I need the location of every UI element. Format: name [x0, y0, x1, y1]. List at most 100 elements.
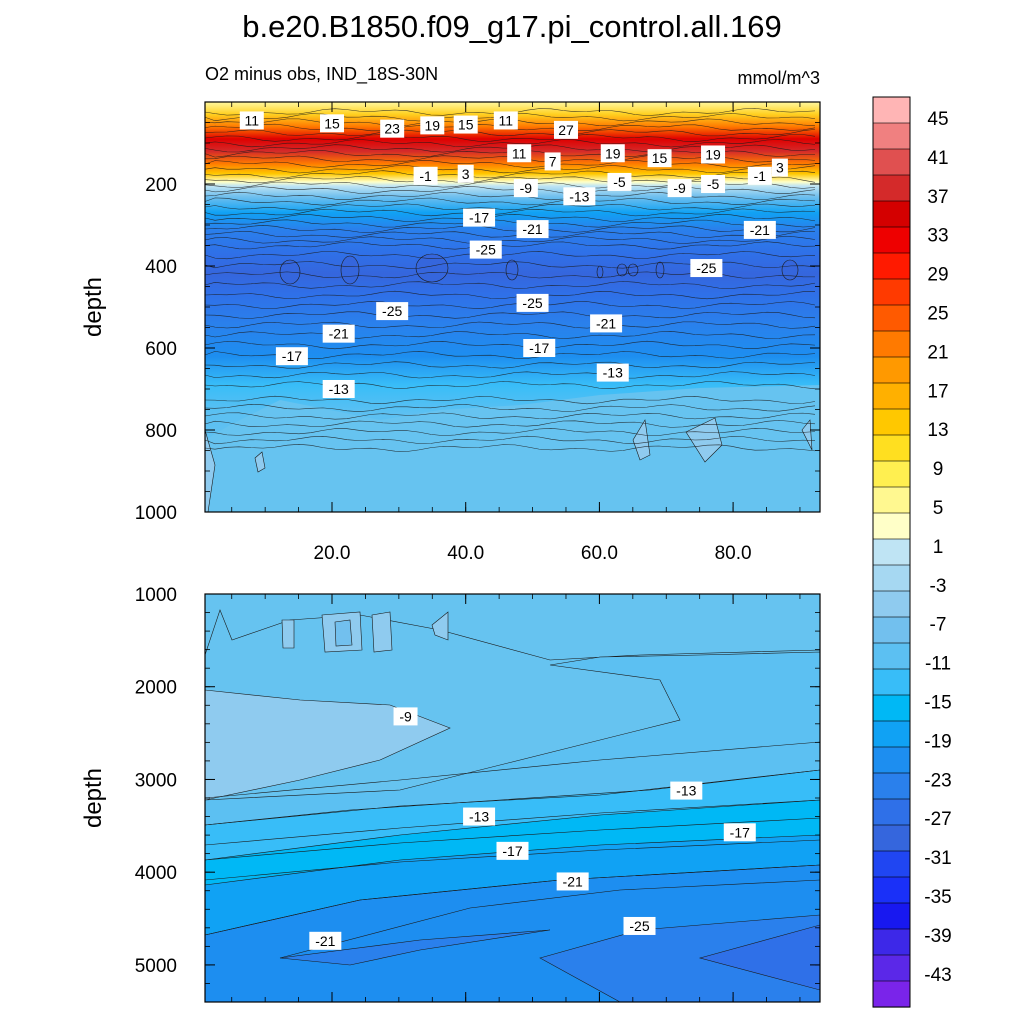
contour-label: -9: [513, 179, 538, 198]
colorbar-swatch: [872, 408, 911, 436]
contour-region: [627, 263, 639, 277]
contour-line: [205, 165, 816, 174]
colorbar-swatch: [872, 902, 911, 930]
contour-line: [205, 225, 816, 233]
contour-label-text: -1: [754, 168, 767, 184]
contour-label-box: [723, 823, 756, 842]
colorbar-label: 37: [927, 187, 948, 208]
contour-label-box: [647, 149, 672, 168]
colorbar-swatch: [872, 694, 911, 722]
contour-line: [205, 231, 816, 238]
contour-label-text: -21: [596, 315, 616, 331]
contour-label-text: 7: [549, 153, 557, 169]
colorbar-swatch: [872, 564, 911, 592]
contour-label-box: [463, 807, 496, 826]
contour-label-text: -9: [520, 180, 533, 196]
contour-label-text: 23: [384, 121, 400, 137]
colorbar-label: -15: [924, 693, 951, 714]
contour-label-box: [275, 347, 308, 366]
contour-label: -1: [413, 166, 438, 185]
contour-line: [205, 290, 816, 300]
contour-line: [205, 435, 816, 445]
contour-label-box: [380, 119, 405, 138]
contour-line: [205, 219, 816, 228]
contour-label-box: [553, 120, 578, 139]
colorbar-label: -27: [924, 809, 951, 830]
contour-label-box: [600, 144, 625, 163]
contour-label: 27: [553, 120, 578, 139]
contour-label: 15: [320, 114, 345, 133]
colorbar-swatch: [872, 590, 911, 618]
y-tick-label: 4000: [135, 863, 177, 884]
contour-line: [205, 129, 816, 137]
contour-label: 7: [544, 152, 561, 171]
contour-line: [205, 301, 816, 309]
contour-label: 19: [420, 116, 445, 135]
contour-line: [205, 799, 820, 846]
colorbar-label: 41: [927, 148, 948, 169]
colorbar-swatch: [872, 720, 911, 748]
colorbar-swatch: [872, 642, 911, 670]
contour-region: [616, 263, 628, 277]
contour-label: -21: [556, 872, 589, 891]
contour-line: [205, 197, 816, 206]
contour-label-box: [322, 324, 355, 343]
contour-label-box: [667, 179, 692, 198]
contour-label-text: -25: [476, 242, 496, 258]
contour-label-box: [376, 302, 409, 321]
colorbar-label: -23: [924, 770, 951, 791]
contour-line: [205, 444, 816, 452]
colorbar-label: 1: [933, 537, 944, 558]
contour-line: [205, 160, 816, 168]
contour-line: [205, 208, 816, 217]
contour-label-text: -13: [603, 365, 623, 381]
contour-line: [205, 769, 820, 826]
contour-region: [279, 929, 551, 966]
contour-label: -21: [322, 324, 355, 343]
contour-label-text: 19: [424, 117, 440, 133]
contour-line: [205, 741, 820, 799]
colorbar-swatch: [872, 512, 911, 540]
contour-label: -21: [309, 931, 342, 950]
contour-line: [205, 404, 816, 412]
contour-label-box: [690, 259, 723, 278]
contour-region: [632, 419, 651, 461]
colorbar-label: -11: [925, 654, 951, 675]
colorbar-swatch: [872, 486, 911, 514]
colorbar-label: 17: [927, 381, 948, 402]
contour-region: [340, 255, 360, 285]
colorbar-swatch: [872, 538, 911, 566]
contour-label-box: [453, 115, 478, 134]
contour-label-box: [513, 179, 538, 198]
colorbar-swatch: [872, 850, 911, 878]
contour-line: [205, 191, 816, 201]
colorbar-swatch: [872, 798, 911, 826]
contour-label: 23: [380, 119, 405, 138]
contour-label-text: 3: [462, 166, 470, 182]
contour-label: -17: [723, 823, 756, 842]
contour-line: [205, 428, 816, 436]
contour-region: [781, 259, 799, 281]
contour-label: 19: [701, 145, 726, 164]
contour-label-text: 27: [558, 122, 574, 138]
y-tick-label: 800: [145, 421, 177, 442]
colorbar-label: 45: [927, 109, 948, 130]
contour-line: [205, 214, 816, 222]
panel-bottom-ylabel: depth: [80, 768, 107, 828]
colorbar-label: 9: [933, 459, 944, 480]
colorbar-swatch: [872, 200, 911, 228]
contour-region: [698, 924, 820, 991]
contour-label: -13: [563, 187, 596, 206]
contour-label: 15: [647, 149, 672, 168]
contour-label-text: -9: [399, 708, 412, 724]
contour-label-box: [544, 152, 561, 171]
contour-line: [205, 412, 816, 420]
colorbar-frame: [872, 96, 911, 1008]
contour-label-text: 11: [512, 145, 527, 161]
y-tick-label: 200: [145, 175, 177, 196]
contour-label-box: [322, 380, 355, 398]
colorbar-label: -35: [924, 887, 951, 908]
contour-label: 11: [507, 144, 532, 163]
contour-label-box: [747, 166, 772, 185]
contour-label-box: [493, 111, 518, 130]
